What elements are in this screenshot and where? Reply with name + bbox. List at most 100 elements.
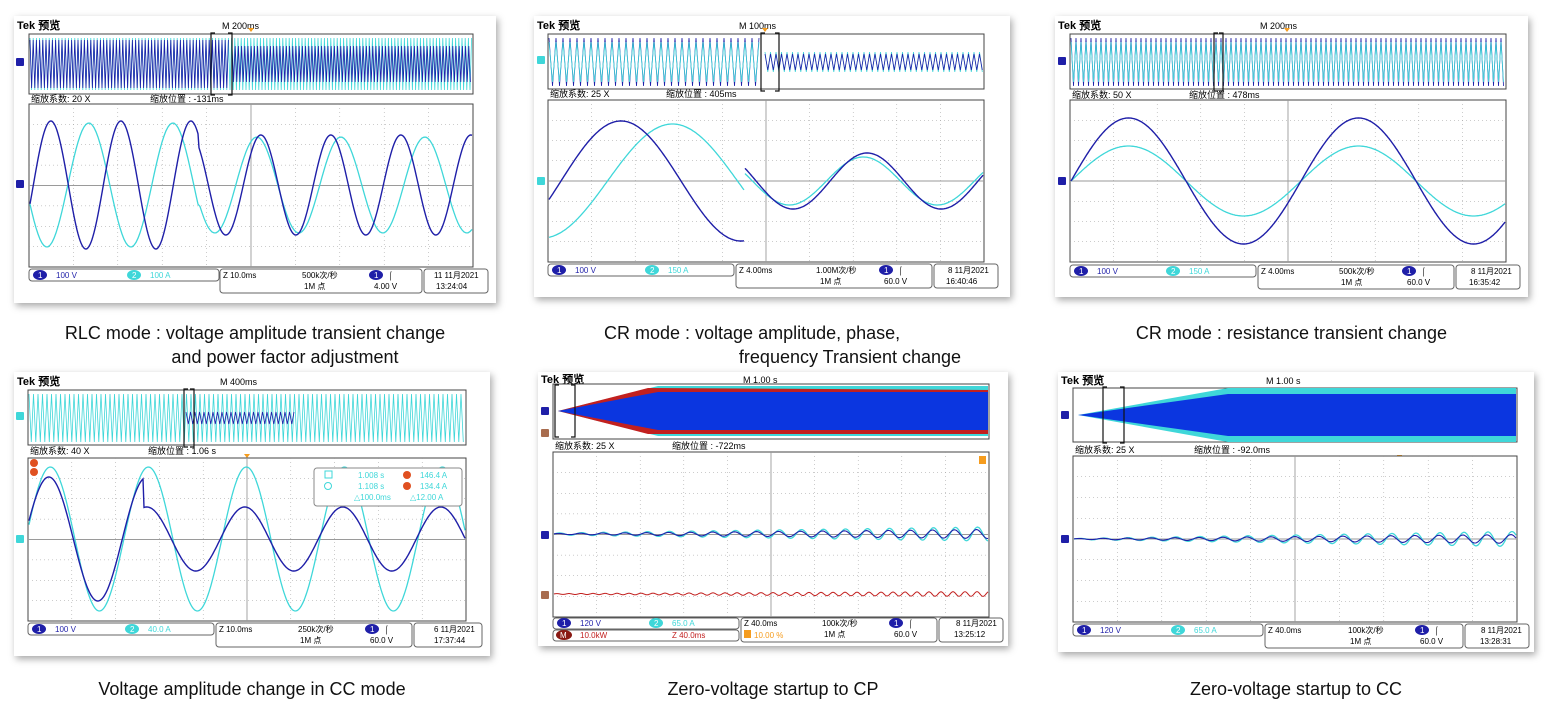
ch1-marker-icon [16,58,24,66]
ch2-scale: 40.0 A [148,625,171,634]
scope-header: Tek 预览 [1058,18,1101,32]
sample-rate: 250k次/秒 [298,624,334,634]
sample-rate: 100k次/秒 [822,618,858,628]
cursor-a-icon [403,471,411,479]
timebase: Z 4.00ms [1261,267,1294,276]
ch1-scale: 100 V [575,266,597,275]
date: 8 11月2021 [948,266,989,275]
svg-text:⌠: ⌠ [384,625,389,635]
svg-text:1: 1 [884,266,889,275]
math-time: Z 40.0ms [672,631,705,640]
trigger-marker-icon [248,28,254,32]
caption-cr-res: CR mode : resistance transient change [1055,321,1528,345]
timebase: Z 10.0ms [219,625,252,634]
ch2-scale: 100 A [150,271,171,280]
zoom-factor: 缩放系数: 40 X [30,445,90,456]
math-trace [553,591,989,597]
scope-screen: Tek 预览 M 1.00 s 缩放系数: 25 X 缩放位置 : -92.0m… [1061,373,1530,649]
ch1-badge-icon [1077,625,1091,635]
timebase: Z 40.0ms [1268,626,1301,635]
ch1-trace [28,476,466,602]
cursor-dt: △100.0ms [354,493,391,502]
caption-line1: RLC mode : voltage amplitude transient c… [64,323,446,343]
timebase: Z 4.00ms [739,266,772,275]
svg-text:1: 1 [374,271,379,280]
caption-cc-start: Zero-voltage startup to CC [1058,677,1534,701]
svg-text:1: 1 [370,625,375,634]
svg-text:2: 2 [1171,267,1176,276]
ch2-trace [28,466,466,612]
ch1-trace [29,120,473,250]
zoom-position: 缩放位置 : -722ms [672,440,746,451]
zoom-window [1102,386,1125,444]
trigger-level: 60.0 V [1407,278,1431,287]
sample-rate: 500k次/秒 [1339,266,1375,276]
caption-line1: CR mode : resistance transient change [1135,323,1448,343]
datetime-box [413,622,483,648]
time-mark: M 200ms [222,21,260,31]
scope-screen: Tek 预览 M 200ms 缩放系数: 20 X 缩放位置 : -131ms … [16,18,489,294]
trigger-level: 60.0 V [370,636,394,645]
ch1-trace [744,152,984,210]
ch2-trace [553,526,989,542]
channel-bar [28,268,220,282]
svg-text:⌠: ⌠ [1421,267,1426,277]
zoom-position: 缩放位置 : -92.0ms [1194,444,1271,455]
ch1-trace [231,45,471,83]
svg-text:1: 1 [1079,267,1084,276]
ch1-scale: 120 V [580,619,602,628]
caption-line1: Voltage amplitude change in CC mode [98,679,406,699]
zoom-factor: 缩放系数: 25 X [555,440,615,451]
ch2-marker-icon [16,535,24,543]
zoom-factor: 缩放系数: 50 X [1072,89,1132,100]
caption-line1: CR mode : voltage amplitude, phase, [604,323,901,343]
zoom-factor: 缩放系数: 20 X [31,93,91,104]
math-scale: 10.0kW [580,631,608,640]
time-mark: M 1.00 s [743,375,778,385]
datetime-box [933,263,999,289]
svg-text:1: 1 [562,619,567,628]
ch1-badge-icon [1074,266,1088,276]
ch2-badge-icon [1166,266,1180,276]
ch2-badge-icon [127,270,141,280]
datetime-box [1464,623,1530,649]
svg-text:2: 2 [132,271,137,280]
cursor-t2: 1.108 s [358,482,384,491]
cursor2-icon [324,482,332,490]
scope-header: Tek 预览 [17,374,60,388]
svg-text:1: 1 [1420,626,1425,635]
ch1-trace [1070,117,1506,245]
timebase: Z 40.0ms [744,619,777,628]
trigger-level: 60.0 V [884,277,908,286]
time: 13:25:12 [954,630,986,639]
ch1-badge-icon [32,624,46,634]
trigger-percent: 10.00 % [754,631,783,640]
ch1-trace [553,529,989,540]
scope-header: Tek 预览 [537,18,580,32]
time: 17:37:44 [434,636,466,645]
sample-rate: 500k次/秒 [302,270,338,280]
cursor-b-icon [403,482,411,490]
time-mark: M 400ms [220,377,258,387]
datetime-box [423,268,489,294]
record-length: 1M 点 [824,630,845,639]
cursor1-icon [324,470,333,479]
svg-text:1: 1 [1082,626,1087,635]
trigger-source-icon [369,270,383,280]
time: 16:35:42 [1469,278,1501,287]
zoom-window [210,32,233,96]
caption-cp-start: Zero-voltage startup to CP [538,677,1008,701]
ch1-marker-icon [1061,411,1069,419]
svg-text:⌠: ⌠ [908,619,913,629]
cursor-da: △12.00 A [410,493,444,502]
ch2-trace [29,37,472,91]
ch2-marker-icon [537,56,545,64]
record-length: 1M 点 [300,636,321,645]
ch2-marker-icon [537,177,545,185]
channel-bar [1069,264,1257,278]
scope-header: Tek 预览 [541,372,584,386]
channel-bar [27,622,215,636]
ch1-scale: 100 V [55,625,77,634]
zoom-factor: 缩放系数: 25 X [1075,444,1135,455]
datetime-box [1455,264,1521,290]
